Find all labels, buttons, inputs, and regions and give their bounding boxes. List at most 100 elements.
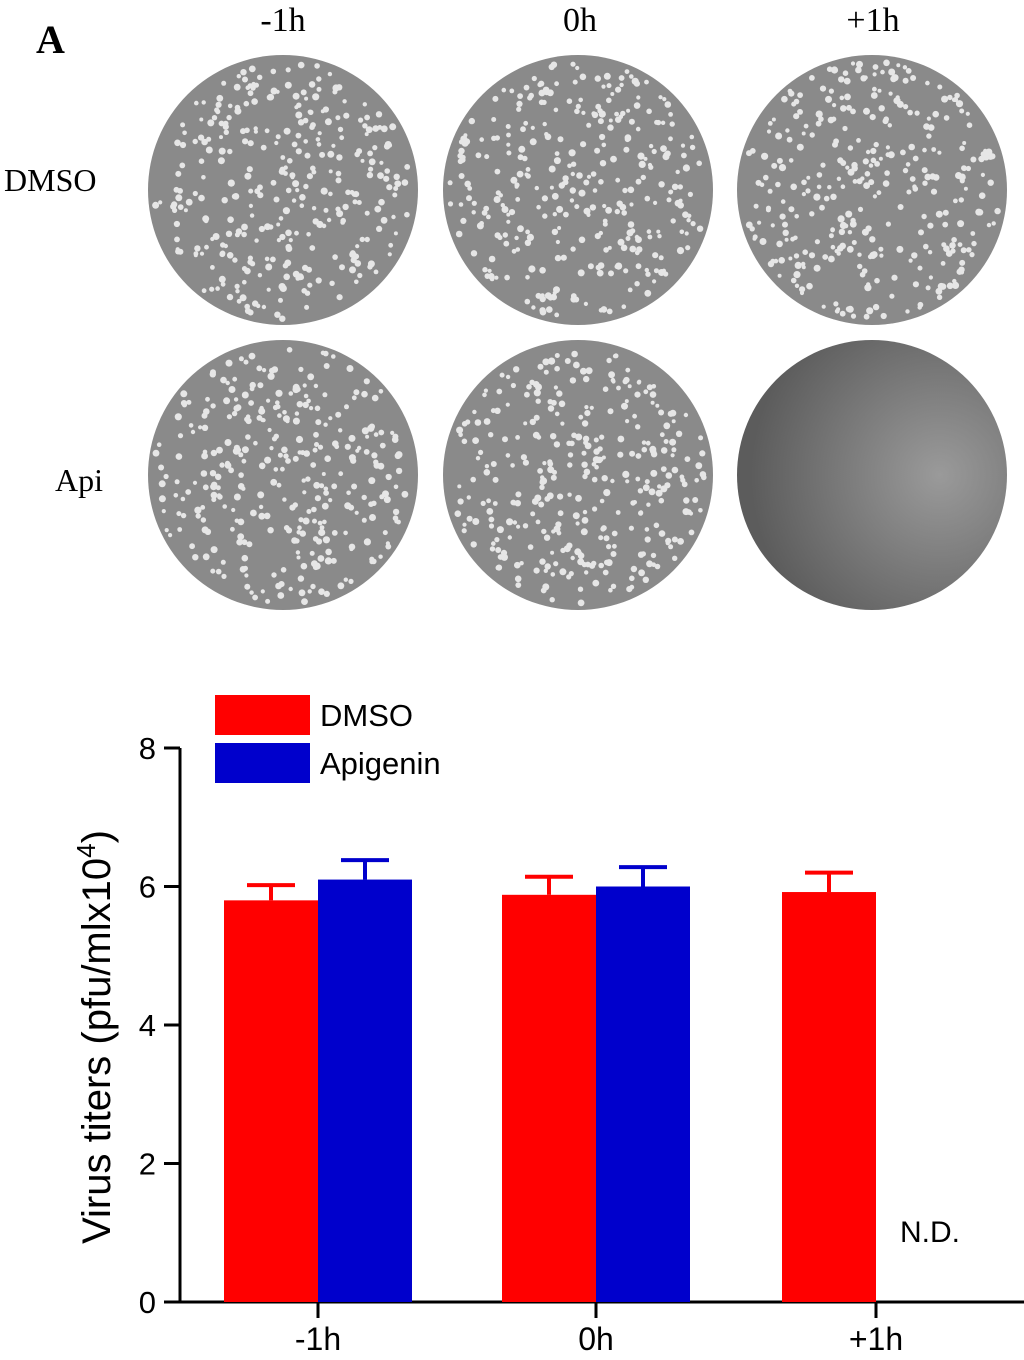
plaque-dot <box>927 222 934 229</box>
plaque-dot <box>285 229 292 237</box>
plaque-dot <box>541 195 549 202</box>
plaque-dot <box>486 498 491 504</box>
bar-chart: 0 2 4 6 8 Virus titers (pfu/mlx104) -1h 0h +1h N.… <box>71 695 1024 1357</box>
plaque-dot <box>174 236 180 243</box>
plaque-dot <box>688 529 695 536</box>
plaque-dot <box>311 206 317 211</box>
plaque-dot <box>299 275 304 280</box>
plaque-dot <box>801 131 806 136</box>
plaque-dot <box>690 221 696 227</box>
plaque-dot <box>850 61 856 66</box>
plaque-dot <box>585 367 593 375</box>
plaque-dot <box>174 139 181 147</box>
plaque-dot <box>785 128 790 133</box>
plaque-dot <box>816 184 822 190</box>
plaque-dot <box>465 419 471 425</box>
plaque-dot <box>508 209 516 216</box>
plaque-dot <box>282 410 287 415</box>
plaque-dot <box>318 528 326 537</box>
plaque-dot <box>502 232 508 238</box>
plaque-dot <box>657 484 662 489</box>
plaque-dot <box>215 286 220 291</box>
plaque-dot <box>271 366 279 373</box>
plaque-dot <box>275 582 282 590</box>
plaque-dot <box>378 429 385 436</box>
plaque-dot <box>564 358 571 364</box>
plaque-dot <box>198 158 205 164</box>
plaque-dot <box>592 188 598 193</box>
plaque-dot <box>202 449 208 455</box>
plaque-dot <box>585 561 591 568</box>
plaque-dot <box>288 586 293 592</box>
plaque-dot <box>868 163 874 168</box>
plaque-dot <box>621 402 628 410</box>
plaque-dot <box>351 191 358 197</box>
plaque-dot <box>354 279 359 285</box>
plaque-dot <box>793 253 800 259</box>
plaque-dot <box>331 354 336 359</box>
plaque-dot <box>210 236 215 242</box>
plaque-dot <box>626 586 633 593</box>
plaque-dot <box>304 96 309 101</box>
plaque-dot <box>801 179 807 186</box>
plaque-dot <box>869 236 876 243</box>
plaque-dot <box>501 206 509 213</box>
plaque-dot <box>794 214 799 219</box>
plaque-dot <box>603 489 611 497</box>
plaque-dot <box>541 528 547 535</box>
plaque-dot <box>392 192 398 198</box>
plaque-dot <box>505 124 511 129</box>
plaque-dot <box>525 167 531 172</box>
plaque-dot <box>553 561 559 567</box>
plaque-dot <box>625 479 630 484</box>
plaque-dot <box>837 215 845 223</box>
plaque-dot <box>533 389 541 397</box>
plaque-dot <box>218 275 226 283</box>
plaque-dot <box>776 157 783 164</box>
plaque-dot <box>259 405 264 411</box>
plaque-dot <box>825 95 832 103</box>
plaque-dot <box>568 149 576 157</box>
plaque-dot <box>484 464 490 469</box>
plaque-dot <box>505 374 511 380</box>
plaque-dot <box>365 434 370 439</box>
plaque-dot <box>506 132 511 138</box>
plaque-dot <box>344 443 351 450</box>
plaque-dot <box>244 303 250 310</box>
plaque-dot <box>192 138 198 145</box>
plaque-dot <box>276 238 281 243</box>
plaque-dot <box>577 586 584 592</box>
plaque-dot <box>497 235 503 241</box>
plaque-dot <box>887 123 892 128</box>
plaque-dot <box>171 201 178 208</box>
plaque-dot <box>215 109 221 115</box>
plaque-dot <box>292 180 300 188</box>
plaque-dot <box>882 180 890 187</box>
plaque-dot <box>761 152 769 160</box>
plaque-dot <box>529 418 536 426</box>
y-axis-label: Virus titers (pfu/mlx104) <box>71 830 119 1244</box>
plaque-dot <box>221 80 227 86</box>
plaque-dot <box>538 99 545 106</box>
plaque-dot <box>601 142 607 148</box>
plaque-dot <box>346 490 351 496</box>
plaque-dot <box>306 173 313 180</box>
plaque-dot <box>850 313 857 319</box>
plaque-dot <box>180 512 187 519</box>
plaque-dot <box>566 98 573 104</box>
plaque-dot <box>310 165 316 172</box>
plaque-dot <box>908 143 915 151</box>
plaque-dot <box>348 543 356 551</box>
plaque-dot <box>910 75 917 81</box>
plaque-dot <box>806 175 811 180</box>
plaque-dot <box>847 230 853 235</box>
plaque-dot <box>227 103 233 109</box>
plaque-dot <box>638 569 645 577</box>
plaque-dot <box>644 267 649 273</box>
plaque-dot <box>755 179 762 186</box>
plaque-dot <box>343 577 348 582</box>
plaque-dot <box>859 271 866 278</box>
plaque-dot <box>280 155 286 160</box>
plaque-dot <box>298 517 304 523</box>
plaque-dot <box>329 280 335 286</box>
